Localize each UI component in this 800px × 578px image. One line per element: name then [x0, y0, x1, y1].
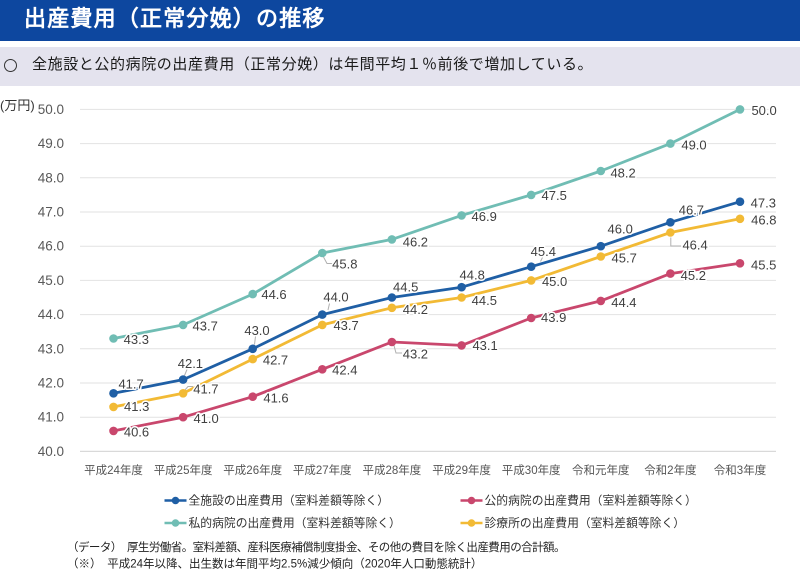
svg-text:48.0: 48.0: [38, 170, 64, 185]
svg-text:43.9: 43.9: [541, 310, 566, 325]
svg-text:44.0: 44.0: [323, 289, 348, 304]
svg-text:46.7: 46.7: [679, 202, 704, 217]
svg-text:42.4: 42.4: [332, 363, 357, 378]
svg-text:46.0: 46.0: [608, 222, 633, 237]
svg-text:47.0: 47.0: [38, 205, 64, 220]
svg-text:43.1: 43.1: [472, 338, 497, 353]
svg-text:46.2: 46.2: [403, 235, 428, 250]
svg-text:42.1: 42.1: [178, 356, 203, 371]
svg-text:40.0: 40.0: [38, 444, 64, 459]
svg-text:令和3年度: 令和3年度: [714, 463, 767, 477]
svg-text:41.3: 41.3: [124, 399, 149, 414]
svg-text:平成26年度: 平成26年度: [223, 463, 282, 477]
svg-text:平成24年度: 平成24年度: [84, 463, 143, 477]
svg-text:49.0: 49.0: [38, 136, 64, 151]
svg-text:44.0: 44.0: [38, 307, 64, 322]
svg-text:43.0: 43.0: [244, 323, 269, 338]
svg-text:47.3: 47.3: [751, 195, 776, 210]
svg-text:41.7: 41.7: [193, 382, 218, 397]
svg-text:平成25年度: 平成25年度: [154, 463, 213, 477]
svg-text:46.4: 46.4: [682, 237, 707, 252]
svg-text:48.2: 48.2: [610, 165, 635, 180]
svg-text:49.0: 49.0: [681, 138, 706, 153]
svg-text:公的病院の出産費用（室料差額等除く）: 公的病院の出産費用（室料差額等除く）: [485, 494, 697, 508]
svg-text:41.0: 41.0: [193, 411, 218, 426]
svg-text:45.4: 45.4: [531, 244, 556, 259]
svg-text:41.7: 41.7: [118, 376, 143, 391]
svg-text:45.0: 45.0: [38, 273, 64, 288]
svg-text:令和元年度: 令和元年度: [572, 463, 630, 477]
svg-text:43.2: 43.2: [403, 346, 428, 361]
svg-text:42.7: 42.7: [263, 352, 288, 367]
svg-text:41.0: 41.0: [38, 410, 64, 425]
svg-text:全施設の出産費用（室料差額等除く）: 全施設の出産費用（室料差額等除く）: [189, 494, 390, 508]
svg-text:平成30年度: 平成30年度: [502, 463, 561, 477]
svg-text:46.9: 46.9: [472, 209, 497, 224]
svg-text:45.0: 45.0: [542, 274, 567, 289]
svg-text:私的病院の出産費用（室料差額等除く）: 私的病院の出産費用（室料差額等除く）: [189, 516, 401, 530]
svg-text:42.0: 42.0: [38, 376, 64, 391]
svg-text:46.0: 46.0: [38, 239, 64, 254]
svg-text:46.8: 46.8: [751, 212, 776, 227]
svg-text:診療所の出産費用（室料差額等除く）: 診療所の出産費用（室料差額等除く）: [485, 516, 686, 530]
svg-text:44.6: 44.6: [261, 287, 286, 302]
svg-text:（データ） 厚生労働省。室料差額、産科医療補償制度掛金、その: （データ） 厚生労働省。室料差額、産科医療補償制度掛金、その他の費目を除く出産費…: [67, 540, 565, 554]
svg-text:40.6: 40.6: [124, 425, 149, 440]
svg-text:47.5: 47.5: [542, 188, 567, 203]
svg-text:(万円): (万円): [0, 98, 35, 113]
svg-text:45.5: 45.5: [751, 257, 776, 272]
svg-text:44.2: 44.2: [403, 302, 428, 317]
svg-text:43.7: 43.7: [333, 318, 358, 333]
svg-text:44.5: 44.5: [393, 280, 418, 295]
svg-text:令和2年度: 令和2年度: [644, 463, 697, 477]
svg-text:43.7: 43.7: [193, 319, 218, 334]
svg-text:50.0: 50.0: [38, 102, 64, 117]
svg-text:（※） 平成24年以降、出生数は年間平均2.5%減少傾向（2: （※） 平成24年以降、出生数は年間平均2.5%減少傾向（2020年人口動態統計…: [67, 557, 482, 571]
svg-text:平成28年度: 平成28年度: [363, 463, 422, 477]
svg-text:44.8: 44.8: [460, 268, 485, 283]
svg-text:45.7: 45.7: [612, 250, 637, 265]
svg-text:平成29年度: 平成29年度: [432, 463, 491, 477]
svg-text:45.8: 45.8: [332, 256, 357, 271]
svg-text:45.2: 45.2: [681, 268, 706, 283]
svg-text:44.5: 44.5: [472, 293, 497, 308]
svg-text:50.0: 50.0: [751, 103, 776, 118]
svg-text:43.0: 43.0: [38, 341, 64, 356]
svg-text:41.6: 41.6: [263, 391, 288, 406]
svg-text:44.4: 44.4: [611, 295, 636, 310]
svg-text:43.3: 43.3: [124, 332, 149, 347]
svg-text:平成27年度: 平成27年度: [293, 463, 352, 477]
